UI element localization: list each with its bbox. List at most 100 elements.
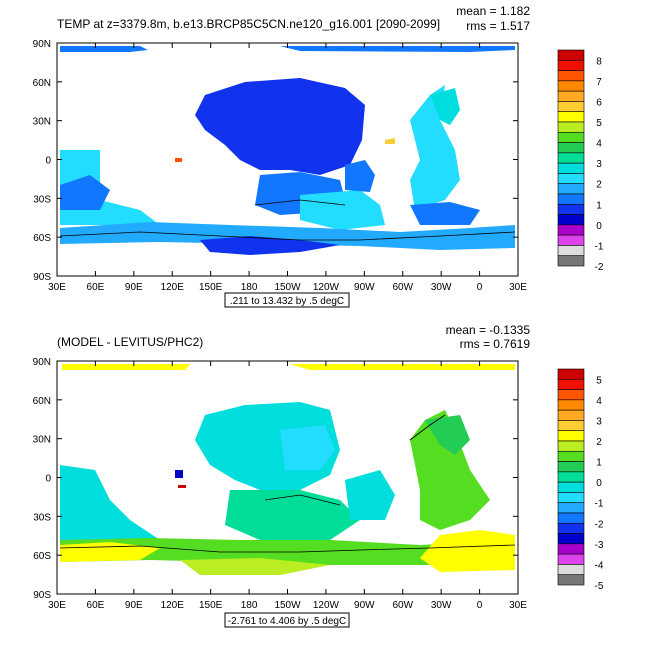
field-south-pacific <box>225 490 360 540</box>
y-tick-label: 60N <box>33 396 51 407</box>
colorbar-swatch <box>557 522 585 534</box>
colorbar-label: -4 <box>595 560 604 571</box>
colorbar-label: 5 <box>596 118 602 129</box>
y-tick-label: 0 <box>45 474 51 485</box>
colorbar-swatch <box>557 368 585 380</box>
panel-title: (MODEL - LEVITUS/PHC2) <box>57 335 203 349</box>
colorbar-swatch <box>557 131 585 143</box>
x-tick-label: 0 <box>477 282 483 293</box>
colorbar-swatch <box>557 101 585 113</box>
contour-line <box>409 414 446 441</box>
colorbar-swatch <box>557 564 585 576</box>
x-tick-label: 30W <box>431 600 452 611</box>
colorbar-swatch <box>557 389 585 401</box>
field-south-atlantic-warm <box>420 530 515 572</box>
chart-dynamic-layer: 30E 60E 90E 120E 150E 180 150W 120W 90W 60W 30W 0 30… <box>33 39 604 628</box>
rms-label: rms = 1.517 <box>466 19 530 33</box>
colorbar-label: 6 <box>596 97 602 108</box>
y-tick-label: 30S <box>33 194 51 205</box>
x-tick-label: 150E <box>199 282 223 293</box>
field-southern-ocean <box>60 538 515 565</box>
field-indian-ocean-deep <box>60 175 110 210</box>
colorbar-label: 0 <box>596 478 602 489</box>
colorbar-swatch <box>557 234 585 246</box>
x-tick-label: 150W <box>274 282 301 293</box>
colorbar-label: 2 <box>596 437 602 448</box>
range-label: -2.761 to 4.406 by .5 degC <box>228 616 346 627</box>
colorbar-swatch <box>557 492 585 504</box>
colorbar-swatch <box>557 214 585 226</box>
colorbar-swatch <box>557 502 585 514</box>
field-north-atlantic <box>430 88 460 125</box>
colorbar-swatch <box>557 49 585 61</box>
field-arctic <box>62 364 190 370</box>
contour-line <box>264 494 341 506</box>
field-pacific-center <box>280 425 335 470</box>
range-label-box <box>224 612 350 628</box>
colorbar-label: 5 <box>596 375 602 386</box>
colorbar-swatch <box>557 533 585 545</box>
colorbar-label: -5 <box>595 581 604 592</box>
colorbar-swatch <box>557 471 585 483</box>
colorbar-label: 1 <box>596 458 602 469</box>
colorbar-swatch <box>557 461 585 473</box>
colorbar-swatch <box>557 450 585 462</box>
colorbar-label: 7 <box>596 77 602 88</box>
field-south-atlantic <box>410 202 480 225</box>
x-tick-label: 90W <box>354 282 375 293</box>
colorbar-label: 1 <box>596 200 602 211</box>
y-tick-label: 90N <box>33 357 51 368</box>
colorbar-label: 0 <box>596 221 602 232</box>
field-accent-blue <box>175 470 183 478</box>
mean-label: mean = 1.182 <box>456 4 530 18</box>
field-north-pacific <box>195 78 365 175</box>
colorbar-swatch <box>557 399 585 411</box>
colorbar-label: -3 <box>595 540 604 551</box>
colorbar-label: 8 <box>596 56 602 67</box>
field-atlantic <box>410 85 460 210</box>
rms-label: rms = 0.7619 <box>460 337 531 351</box>
x-tick-label: 120W <box>313 600 340 611</box>
contour-line <box>59 231 516 241</box>
y-tick-label: 60N <box>33 78 51 89</box>
colorbar-swatch <box>557 80 585 92</box>
y-tick-label: 90S <box>33 590 51 601</box>
colorbar-swatch <box>557 142 585 154</box>
colorbar-swatch <box>557 90 585 102</box>
colorbar-label: -2 <box>595 519 604 530</box>
colorbar-swatch <box>557 245 585 257</box>
field-east-pacific <box>345 470 395 520</box>
colorbar-label: -2 <box>595 262 604 273</box>
x-tick-label: 60E <box>87 600 105 611</box>
y-tick-label: 60S <box>33 233 51 244</box>
y-tick-label: 90S <box>33 272 51 283</box>
colorbar-swatch <box>557 440 585 452</box>
x-tick-label: 120E <box>161 600 185 611</box>
field-atlantic <box>410 410 490 530</box>
field-accent-red <box>175 158 182 162</box>
colorbar-swatch <box>557 224 585 236</box>
colorbar-swatch <box>557 203 585 215</box>
map-field <box>59 46 516 255</box>
x-tick-label: 30W <box>431 282 452 293</box>
mean-label: mean = -0.1335 <box>446 323 531 337</box>
y-tick-label: 30N <box>33 435 51 446</box>
colorbar-swatch <box>557 162 585 174</box>
colorbar-swatch <box>557 543 585 555</box>
colorbar-swatch <box>557 481 585 493</box>
field-indian-ocean <box>60 465 160 540</box>
y-tick-label: 30S <box>33 512 51 523</box>
field-antarctic <box>180 558 330 575</box>
colorbar-swatch <box>557 121 585 133</box>
colorbar-label: 3 <box>596 416 602 427</box>
colorbar-swatch <box>557 255 585 267</box>
colorbar-label: 4 <box>596 139 602 150</box>
y-tick-label: 30N <box>33 117 51 128</box>
panel-temperature: TEMP at z=3379.8m, b.e13.BRCP85C5CN.ne12… <box>57 4 530 255</box>
x-tick-label: 30E <box>48 282 66 293</box>
colorbar-swatch <box>557 59 585 71</box>
field-south-pacific-east <box>300 190 385 230</box>
range-label: .211 to 13.432 by .5 degC <box>230 296 344 307</box>
colorbar-swatch <box>557 420 585 432</box>
